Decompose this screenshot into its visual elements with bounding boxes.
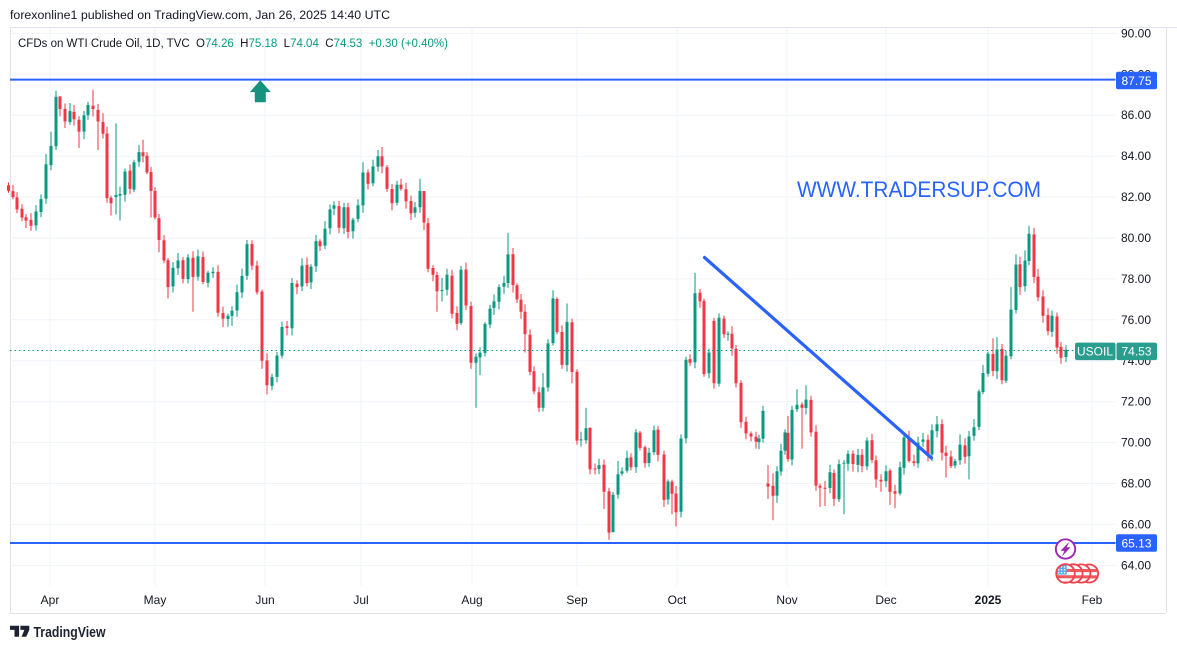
svg-text:Oct: Oct: [668, 593, 687, 607]
svg-text:Feb: Feb: [1082, 593, 1103, 607]
svg-text:USOIL: USOIL: [1077, 345, 1113, 359]
svg-text:May: May: [144, 593, 167, 607]
svg-text:TradingView: TradingView: [34, 625, 107, 641]
svg-text:86.00: 86.00: [1121, 108, 1151, 122]
svg-text:84.00: 84.00: [1121, 149, 1151, 163]
svg-text:66.00: 66.00: [1121, 517, 1151, 531]
svg-text:CFDs on WTI Crude Oil, 1D, TVC: CFDs on WTI Crude Oil, 1D, TVC O74.26 H7…: [18, 36, 448, 50]
svg-text:Sep: Sep: [566, 593, 588, 607]
svg-text:2025: 2025: [975, 593, 1002, 607]
svg-text:forexonline1 published on Trad: forexonline1 published on TradingView.co…: [10, 8, 390, 22]
svg-text:76.00: 76.00: [1121, 313, 1151, 327]
svg-text:Jun: Jun: [255, 593, 274, 607]
svg-text:70.00: 70.00: [1121, 436, 1151, 450]
svg-text:Nov: Nov: [776, 593, 797, 607]
svg-text:82.00: 82.00: [1121, 190, 1151, 204]
svg-text:68.00: 68.00: [1121, 477, 1151, 491]
svg-text:72.00: 72.00: [1121, 395, 1151, 409]
svg-text:64.00: 64.00: [1121, 558, 1151, 572]
svg-text:74.53: 74.53: [1121, 345, 1151, 359]
svg-text:87.75: 87.75: [1121, 74, 1151, 88]
svg-text:65.13: 65.13: [1121, 536, 1151, 550]
svg-text:90.00: 90.00: [1121, 26, 1151, 40]
svg-text:Apr: Apr: [41, 593, 60, 607]
svg-text:Dec: Dec: [875, 593, 896, 607]
svg-text:WWW.TRADERSUP.COM: WWW.TRADERSUP.COM: [797, 177, 1041, 202]
svg-text:Aug: Aug: [461, 593, 482, 607]
svg-text:Jul: Jul: [353, 593, 368, 607]
svg-text:78.00: 78.00: [1121, 272, 1151, 286]
svg-text:80.00: 80.00: [1121, 231, 1151, 245]
